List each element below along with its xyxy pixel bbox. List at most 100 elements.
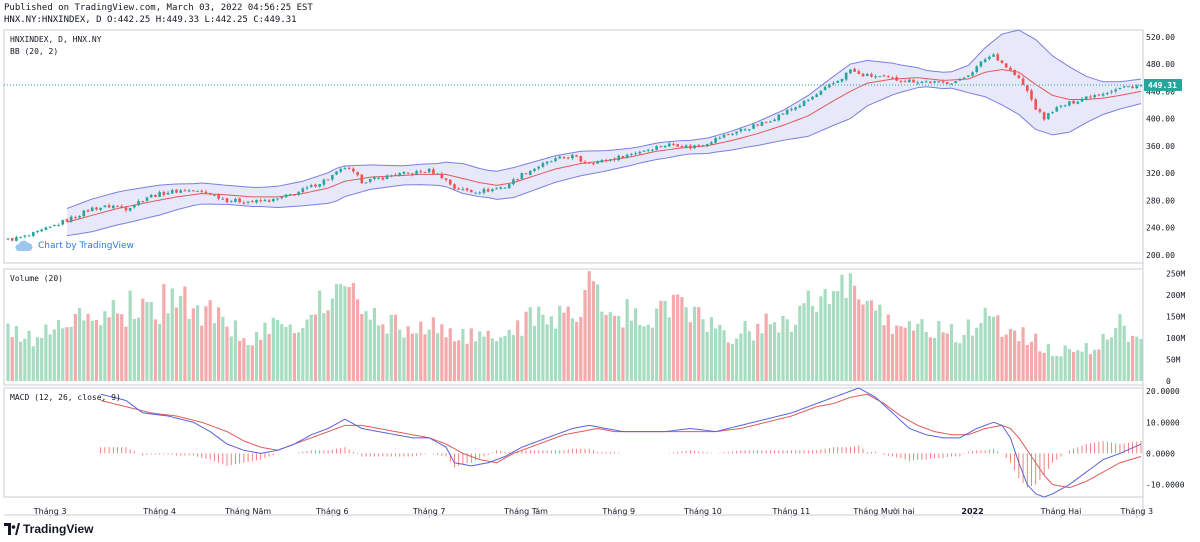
candle-body — [149, 194, 153, 198]
candle-body — [714, 138, 717, 143]
candle-body — [933, 81, 936, 83]
candle-body — [1000, 60, 1004, 63]
volume-bar — [570, 318, 574, 381]
candle-body — [701, 145, 705, 147]
volume-bar — [882, 325, 886, 381]
volume-bar — [208, 300, 212, 381]
candle-body — [794, 107, 797, 110]
volume-bar — [124, 326, 128, 381]
pane-frame-3 — [3, 387, 1144, 498]
volume-bar — [920, 319, 924, 381]
candle-body — [1118, 87, 1122, 90]
volume-bar — [482, 336, 486, 381]
candle-body — [448, 179, 452, 185]
volume-bar — [663, 300, 667, 381]
price-tick-label: 400.00 — [1146, 115, 1175, 124]
candle-body — [482, 188, 486, 193]
volume-bar — [1055, 355, 1059, 381]
volume-bar — [221, 316, 225, 381]
candle-body — [1114, 89, 1118, 92]
volume-tick-label: 200M — [1166, 291, 1185, 300]
volume-bar — [545, 324, 549, 381]
volume-bar — [73, 314, 77, 381]
volume-bar — [254, 331, 259, 381]
tradingview-watermark[interactable]: Chart by TradingView — [15, 240, 134, 252]
volume-bar — [111, 300, 115, 381]
volume-bar — [667, 317, 671, 381]
candle-body — [486, 189, 490, 192]
volume-tick-label: 0 — [1166, 377, 1171, 386]
candle-body — [790, 109, 793, 111]
candle-body — [474, 192, 477, 194]
volume-bar — [1034, 333, 1038, 381]
candle-body — [280, 196, 284, 199]
candle-body — [1080, 98, 1084, 102]
volume-bar — [541, 314, 545, 381]
volume-bar — [612, 315, 617, 381]
price-tick-label: 240.00 — [1146, 224, 1175, 233]
candle-body — [120, 206, 124, 208]
candle-body — [617, 155, 621, 161]
volume-bar — [229, 336, 233, 381]
volume-bar — [204, 306, 208, 381]
volume-bar — [1118, 314, 1122, 381]
volume-bar — [958, 343, 962, 381]
volume-bar — [848, 273, 852, 381]
volume-bar — [31, 346, 35, 381]
candle-body — [676, 144, 679, 147]
volume-bar — [339, 284, 343, 381]
candle-body — [1063, 105, 1067, 107]
volume-bar — [410, 333, 414, 381]
volume-bar — [966, 319, 970, 381]
candle-body — [663, 145, 667, 148]
volume-bar — [701, 319, 705, 381]
candle-body — [305, 187, 309, 189]
volume-bar — [629, 320, 633, 381]
time-tick-label: Tháng 10 — [683, 507, 722, 516]
candle-body — [423, 171, 427, 173]
volume-bar — [558, 305, 562, 381]
last-price-tag: 449.31 — [1144, 78, 1182, 91]
candle-body — [301, 188, 305, 193]
candle-body — [465, 188, 469, 191]
candle-body — [832, 82, 835, 84]
candle-body — [718, 137, 722, 139]
volume-bar — [1046, 344, 1050, 381]
volume-bar — [499, 337, 503, 381]
candle-body — [912, 79, 915, 83]
time-tick-label: Tháng Tám — [503, 507, 548, 516]
candle-body — [343, 168, 347, 170]
volume-bar — [486, 330, 490, 381]
volume-bar — [364, 311, 368, 381]
volume-bar — [56, 320, 61, 381]
candle-body — [541, 163, 545, 167]
volume-bar — [747, 331, 751, 381]
volume-bar — [82, 320, 86, 381]
candle-body — [634, 153, 637, 155]
volume-bar — [815, 311, 819, 381]
candle-body — [242, 202, 246, 204]
candle-body — [558, 156, 562, 159]
candle-body — [470, 189, 473, 193]
candle-body — [520, 173, 524, 180]
volume-bars-group — [6, 271, 1143, 381]
candle-body — [1030, 90, 1033, 100]
candle-body — [15, 236, 18, 241]
footer-brand[interactable]: TradingView — [4, 522, 93, 536]
volume-bar — [895, 325, 899, 381]
candle-body — [154, 195, 157, 197]
candle-body — [697, 144, 701, 146]
volume-bar — [1038, 351, 1042, 381]
candle-body — [322, 179, 326, 185]
candle-body — [406, 172, 410, 174]
volume-bar — [730, 344, 735, 381]
volume-bar — [465, 343, 469, 381]
candle-body — [861, 73, 865, 77]
volume-bar — [642, 326, 646, 381]
volume-bar — [225, 326, 229, 381]
candle-body — [516, 179, 519, 181]
volume-bar — [360, 314, 364, 381]
candle-body — [865, 73, 869, 76]
volume-bar — [1088, 354, 1093, 381]
